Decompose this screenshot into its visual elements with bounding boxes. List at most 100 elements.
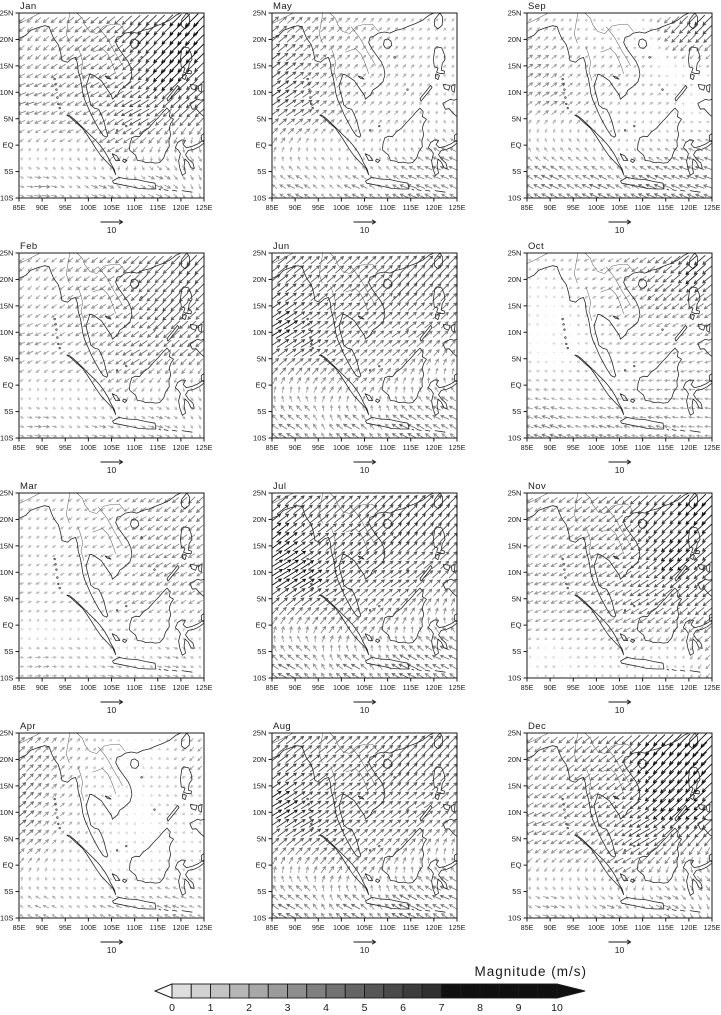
island-dot — [406, 568, 409, 571]
x-tick-label: 85E — [521, 923, 534, 932]
y-tick-label: 15N — [508, 541, 522, 550]
island-dot — [311, 826, 314, 830]
y-tick-label: 10S — [253, 434, 267, 443]
colorbar-cell — [171, 983, 192, 999]
x-tick-label: 85E — [266, 923, 279, 932]
wind-vectors — [272, 828, 457, 918]
x-tick-label: 90E — [544, 683, 557, 692]
coastlines — [272, 493, 457, 673]
y-tick-label: 5N — [512, 114, 522, 123]
island-dot — [153, 88, 156, 91]
reference-arrow-label: 10 — [107, 465, 117, 475]
x-tick-label: 110E — [634, 443, 650, 452]
reference-arrow-glyph — [353, 699, 377, 705]
reference-arrow: 10 — [608, 699, 632, 715]
x-tick-label: 125E — [704, 443, 721, 452]
x-tick-label: 115E — [403, 683, 419, 692]
wind-vectors — [272, 560, 457, 678]
wind-vectors — [19, 736, 180, 918]
y-tick-label: 25N — [0, 9, 14, 18]
y-tick-label: 10N — [253, 568, 267, 577]
x-tick-label: 85E — [13, 923, 26, 932]
x-tick-label: 85E — [266, 443, 279, 452]
x-tick-label: 95E — [59, 683, 72, 692]
x-tick-label: 85E — [266, 203, 279, 212]
island-dot — [53, 317, 56, 321]
x-tick-label: 120E — [680, 683, 697, 692]
y-tick-label: 5S — [512, 887, 521, 896]
country-borders — [527, 493, 634, 561]
reference-arrow-glyph — [100, 219, 124, 225]
island-dot — [566, 346, 569, 350]
island-dot — [564, 816, 567, 819]
y-tick-label: 5N — [512, 354, 522, 363]
y-tick-label: EQ — [3, 861, 14, 870]
wind-vectors — [527, 276, 581, 364]
colorbar-tick-label: 9 — [516, 1002, 522, 1014]
island-dot — [309, 816, 312, 819]
country-borders — [527, 733, 634, 801]
x-tick-label: 100E — [80, 443, 97, 452]
colorbar-cell — [306, 983, 327, 999]
x-tick-label: 85E — [13, 443, 26, 452]
wind-vectors — [626, 19, 709, 95]
y-tick-label: 25N — [253, 249, 267, 258]
wind-vectors — [138, 255, 204, 330]
colorbar-cell — [498, 983, 519, 999]
island-dot — [125, 844, 128, 848]
x-tick-label: 115E — [403, 203, 419, 212]
wind-vectors — [528, 18, 710, 161]
reference-arrow-label: 10 — [107, 945, 117, 955]
x-tick-label: 110E — [379, 443, 395, 452]
island-dot — [125, 124, 128, 128]
reference-arrow: 10 — [608, 459, 632, 475]
y-tick-label: 10N — [508, 808, 522, 817]
y-tick-label: 25N — [0, 249, 14, 258]
y-tick-label: 10S — [253, 914, 267, 923]
x-tick-label: 120E — [680, 203, 697, 212]
island-dot — [125, 604, 128, 608]
x-tick-label: 95E — [59, 203, 72, 212]
wind-vectors — [89, 16, 204, 135]
colorbar-cell — [537, 983, 558, 999]
x-tick-label: 120E — [172, 923, 189, 932]
wind-vectors — [272, 292, 457, 438]
island-dot — [55, 88, 58, 91]
island-dot — [393, 296, 396, 299]
island-dot — [58, 586, 61, 590]
panel-title-jan: Jan — [20, 1, 37, 12]
island-dot — [57, 342, 60, 346]
wind-vectors — [574, 496, 712, 634]
x-tick-label: 85E — [13, 683, 26, 692]
colorbar-cell — [248, 983, 269, 999]
y-tick-label: 5S — [512, 647, 521, 656]
panel-title-oct: Oct — [528, 241, 544, 252]
island-dot — [561, 317, 564, 321]
x-tick-label: 100E — [80, 203, 97, 212]
reference-arrow: 10 — [353, 699, 377, 715]
wind-vectors — [677, 255, 712, 293]
island-dot — [648, 776, 651, 779]
coastlines — [19, 253, 204, 433]
panel-title-may: May — [273, 1, 292, 12]
wind-vectors — [588, 15, 712, 190]
x-tick-label: 125E — [196, 683, 213, 692]
island-dot — [562, 803, 565, 806]
island-dot — [153, 808, 156, 811]
y-tick-label: 5S — [512, 167, 521, 176]
wind-vectors — [120, 15, 204, 126]
island-dot — [310, 342, 313, 346]
y-tick-label: 10N — [508, 328, 522, 337]
reference-arrow-glyph — [608, 699, 632, 705]
wind-vectors — [272, 550, 300, 580]
reference-arrow-glyph — [608, 459, 632, 465]
wind-vectors — [286, 255, 457, 430]
x-tick-label: 115E — [658, 923, 674, 932]
wind-vectors — [685, 255, 706, 285]
colorbar-cell — [364, 983, 385, 999]
y-tick-label: 20N — [253, 275, 267, 284]
wind-vectors — [527, 258, 712, 438]
wind-vectors — [272, 339, 457, 438]
